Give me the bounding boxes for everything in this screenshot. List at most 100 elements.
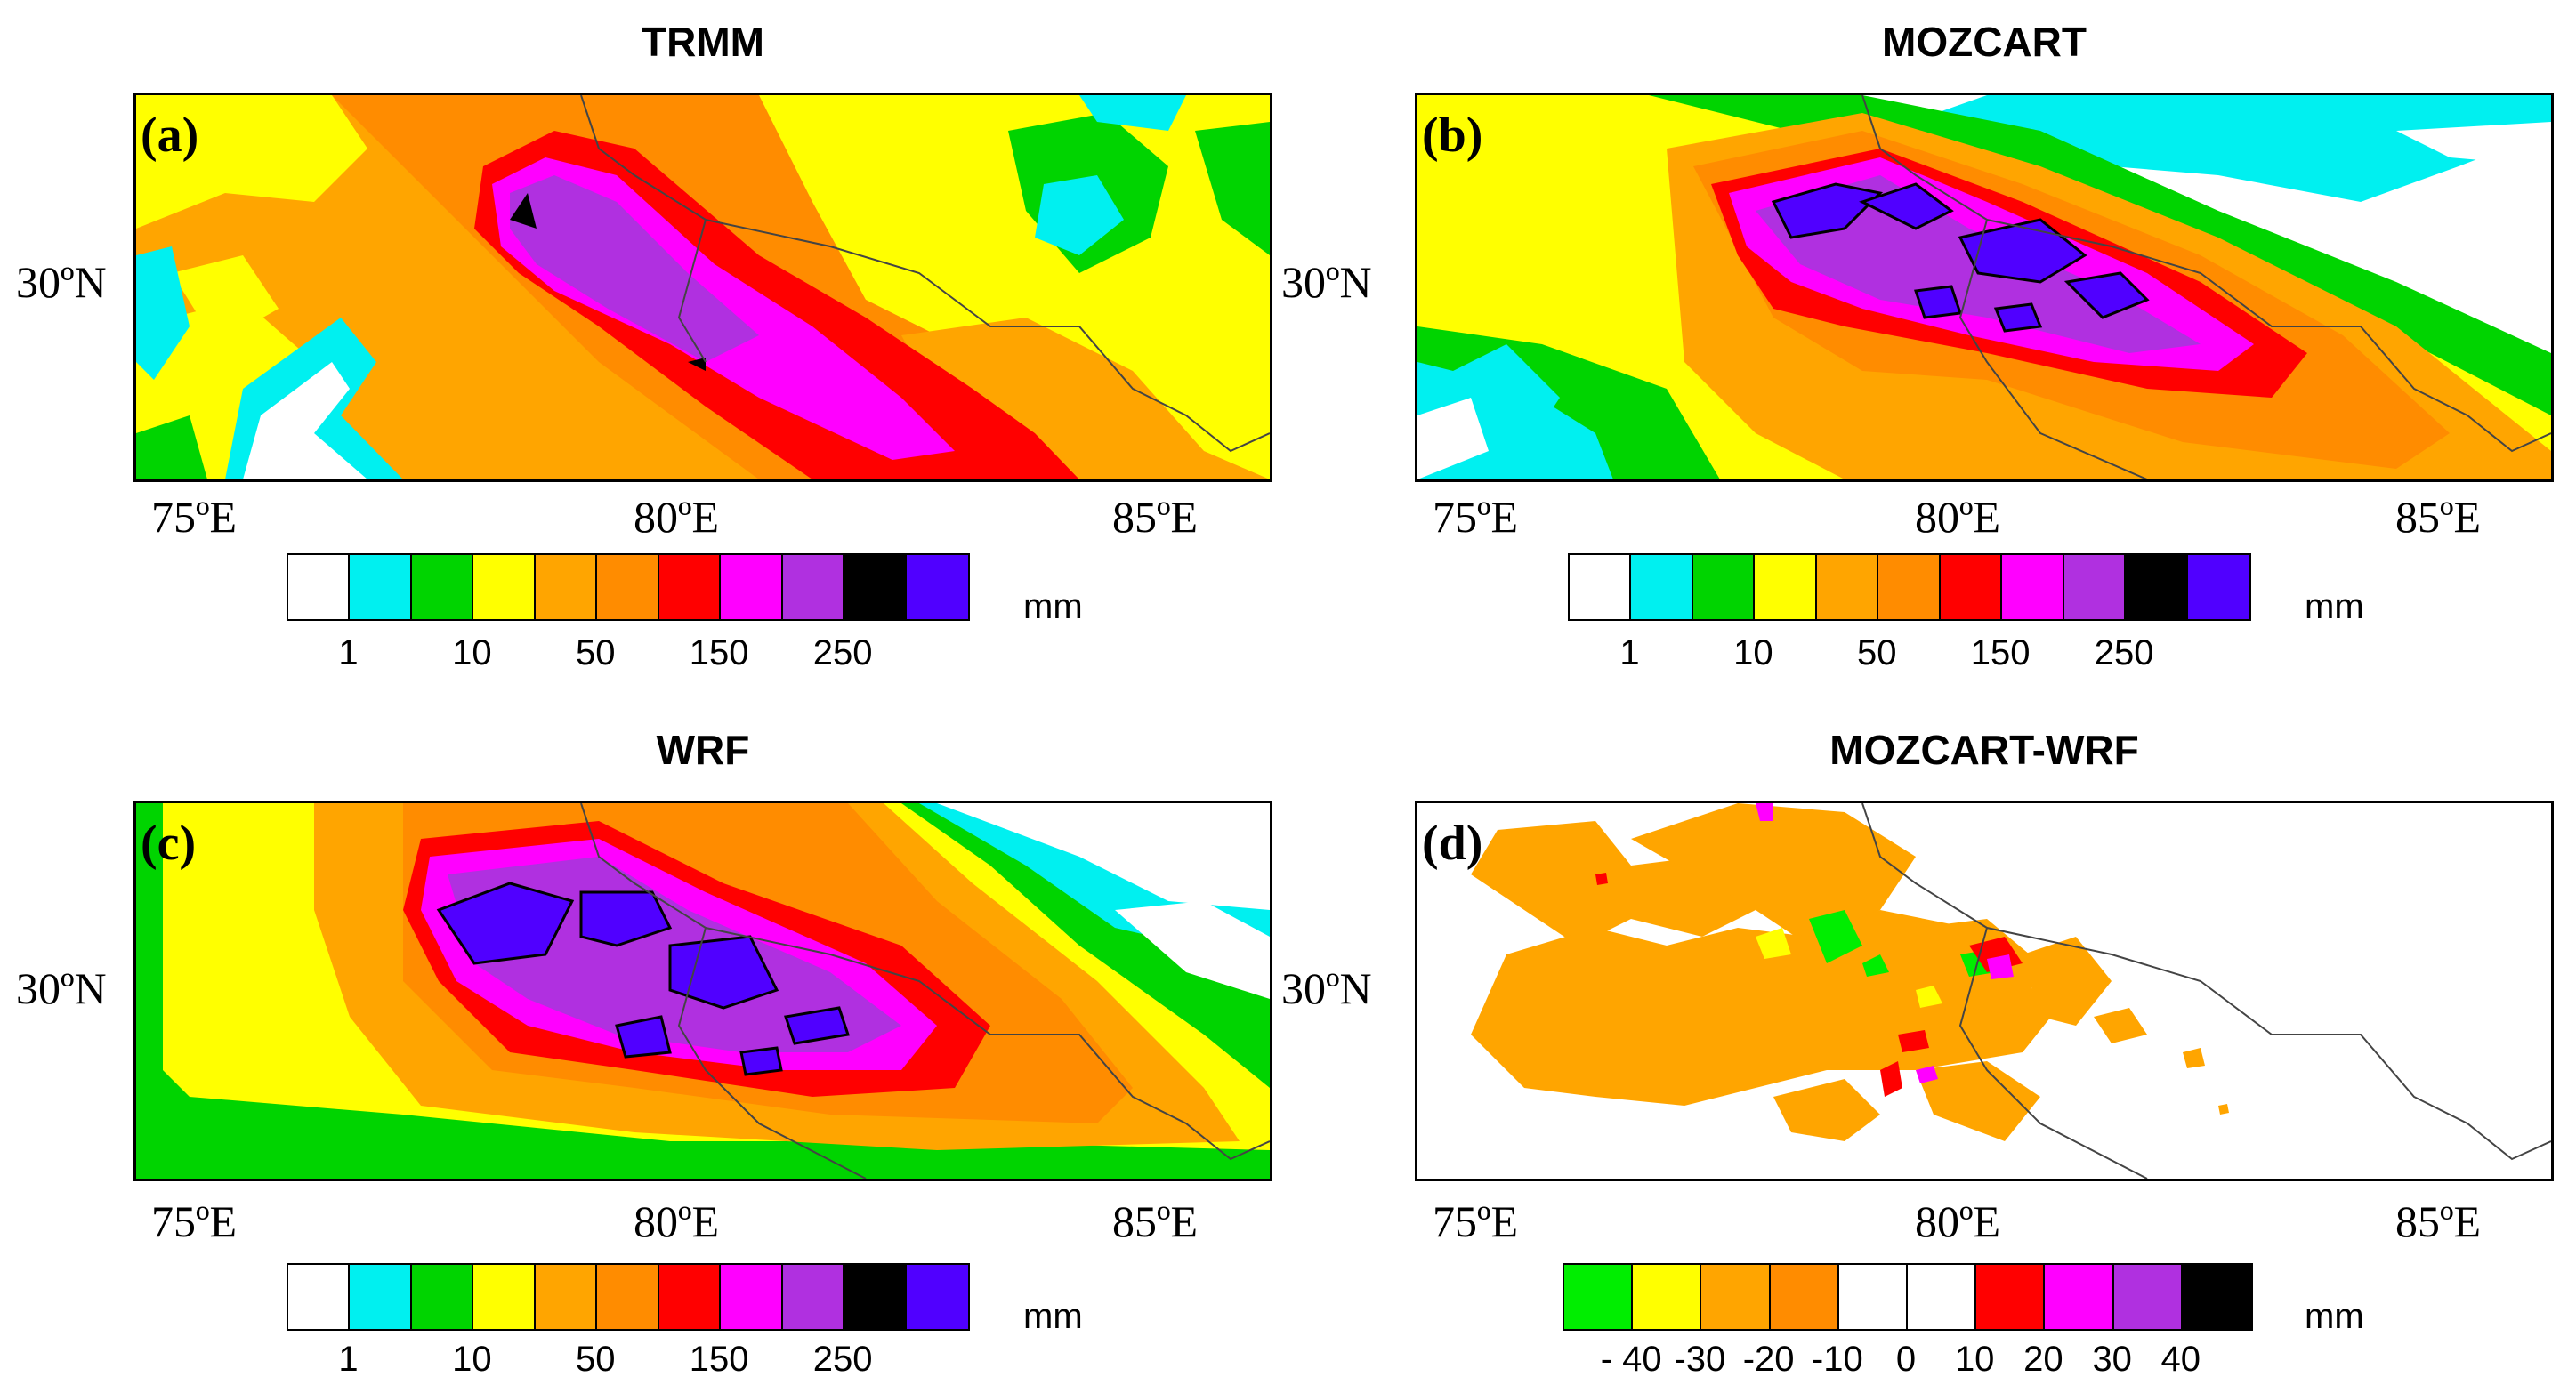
colorbar-swatch xyxy=(597,1265,659,1329)
panel-b-lon-85: 85ºE xyxy=(2395,492,2482,542)
colorbar-swatch xyxy=(288,1265,351,1329)
colorbar-tick-label: 150 xyxy=(689,1340,749,1379)
panel-d-label: (d) xyxy=(1422,816,1483,871)
panel-c-colorbar-unit: mm xyxy=(1023,1297,1083,1336)
colorbar-swatch xyxy=(411,1265,474,1329)
panel-a-lon-85: 85ºE xyxy=(1112,492,1199,542)
colorbar-tick-label: 1 xyxy=(338,633,359,672)
colorbar-swatch xyxy=(1701,1265,1771,1329)
colorbar-swatch xyxy=(1633,1265,1702,1329)
panel-d-colorbar-unit: mm xyxy=(2305,1297,2364,1336)
colorbar-tick-label: 10 xyxy=(1954,1340,1995,1379)
colorbar-tick-label: 20 xyxy=(2023,1340,2063,1379)
colorbar-tick-label: 50 xyxy=(576,633,616,672)
panel-d-lat-label: 30ºN xyxy=(1281,963,1372,1013)
colorbar-swatch xyxy=(906,555,968,619)
panel-b-map xyxy=(1415,93,2554,482)
colorbar-swatch xyxy=(1838,1265,1908,1329)
colorbar-swatch xyxy=(2113,1265,2183,1329)
colorbar-swatch xyxy=(1878,555,1941,619)
colorbar-swatch xyxy=(1907,1265,1977,1329)
colorbar-tick-label: 150 xyxy=(689,633,749,672)
panel-c-colorbar-ticks: 1 10 50 150 250 xyxy=(287,1340,966,1384)
panel-a-colorbar xyxy=(287,553,970,621)
panel-a-map xyxy=(133,93,1272,482)
difference-field xyxy=(1417,803,2551,1179)
colorbar-swatch xyxy=(844,555,907,619)
colorbar-swatch xyxy=(288,555,351,619)
colorbar-swatch xyxy=(2126,555,2188,619)
mozcart-precip-field xyxy=(1417,95,2551,479)
colorbar-swatch xyxy=(1770,1265,1839,1329)
colorbar-tick-label: 0 xyxy=(1895,1340,1917,1379)
colorbar-tick-label: -10 xyxy=(1811,1340,1863,1379)
colorbar-swatch xyxy=(658,1265,722,1329)
colorbar-tick-label: 10 xyxy=(452,1340,492,1379)
panel-a-label: (a) xyxy=(141,108,199,163)
colorbar-tick-label: 50 xyxy=(576,1340,616,1379)
panel-c-colorbar xyxy=(287,1263,970,1331)
colorbar-swatch xyxy=(1570,555,1632,619)
colorbar-swatch xyxy=(1976,1265,2046,1329)
panel-d-map xyxy=(1415,801,2554,1181)
panel-b-lat-label: 30ºN xyxy=(1281,257,1372,307)
colorbar-tick-label: -20 xyxy=(1742,1340,1795,1379)
panel-b-lon-75: 75ºE xyxy=(1433,492,1519,542)
colorbar-swatch xyxy=(535,1265,598,1329)
colorbar-swatch xyxy=(2187,555,2249,619)
panel-c-lon-75: 75ºE xyxy=(151,1196,238,1246)
colorbar-tick-label: -30 xyxy=(1674,1340,1726,1379)
colorbar-swatch xyxy=(2063,555,2127,619)
colorbar-swatch xyxy=(597,555,659,619)
colorbar-swatch xyxy=(1755,555,1817,619)
colorbar-swatch xyxy=(1692,555,1756,619)
colorbar-swatch xyxy=(844,1265,907,1329)
panel-c-map xyxy=(133,801,1272,1181)
colorbar-swatch xyxy=(782,1265,845,1329)
panel-a-colorbar-ticks: 1 10 50 150 250 xyxy=(287,633,966,678)
panel-a-lon-75: 75ºE xyxy=(151,492,238,542)
colorbar-swatch xyxy=(1940,555,2003,619)
colorbar-swatch xyxy=(2045,1265,2114,1329)
panel-b-title: MOZCART xyxy=(1882,19,2087,65)
panel-c-lon-80: 80ºE xyxy=(634,1196,720,1246)
colorbar-swatch xyxy=(350,1265,412,1329)
panel-d-lon-75: 75ºE xyxy=(1433,1196,1519,1246)
colorbar-swatch xyxy=(721,1265,783,1329)
panel-b-colorbar-ticks: 1 10 50 150 250 xyxy=(1568,633,2248,678)
colorbar-tick-label: 150 xyxy=(1970,633,2031,672)
panel-d-title: MOZCART-WRF xyxy=(1829,727,2139,773)
colorbar-tick-label: 50 xyxy=(1857,633,1897,672)
colorbar-swatch xyxy=(411,555,474,619)
trmm-precip-field xyxy=(136,95,1270,479)
colorbar-tick-label: 10 xyxy=(1733,633,1773,672)
panel-d-lon-80: 80ºE xyxy=(1915,1196,2001,1246)
colorbar-tick-label: 250 xyxy=(812,1340,873,1379)
colorbar-swatch xyxy=(1631,555,1693,619)
colorbar-swatch xyxy=(350,555,412,619)
colorbar-tick-label: 250 xyxy=(812,633,873,672)
colorbar-tick-label: 1 xyxy=(1619,633,1640,672)
panel-c-label: (c) xyxy=(141,816,197,871)
panel-d-colorbar xyxy=(1563,1263,2253,1331)
colorbar-tick-label: 30 xyxy=(2092,1340,2132,1379)
colorbar-swatch xyxy=(1816,555,1879,619)
panel-a-lon-80: 80ºE xyxy=(634,492,720,542)
colorbar-swatch xyxy=(1564,1265,1634,1329)
panel-b-colorbar xyxy=(1568,553,2251,621)
colorbar-tick-label: 10 xyxy=(452,633,492,672)
colorbar-swatch xyxy=(658,555,722,619)
panel-c-title: WRF xyxy=(656,727,750,773)
colorbar-tick-label: 40 xyxy=(2160,1340,2201,1379)
colorbar-swatch xyxy=(535,555,598,619)
panel-b-lon-80: 80ºE xyxy=(1915,492,2001,542)
panel-a-colorbar-unit: mm xyxy=(1023,587,1083,626)
panel-b-label: (b) xyxy=(1422,108,1483,163)
colorbar-tick-label: - 40 xyxy=(1600,1340,1662,1379)
colorbar-swatch xyxy=(721,555,783,619)
panel-d-colorbar-ticks: - 40 -30 -20 -10 0 10 20 30 40 xyxy=(1563,1340,2249,1384)
panel-a-title: TRMM xyxy=(642,19,764,65)
panel-b-colorbar-unit: mm xyxy=(2305,587,2364,626)
colorbar-swatch xyxy=(473,1265,536,1329)
colorbar-swatch xyxy=(2182,1265,2251,1329)
